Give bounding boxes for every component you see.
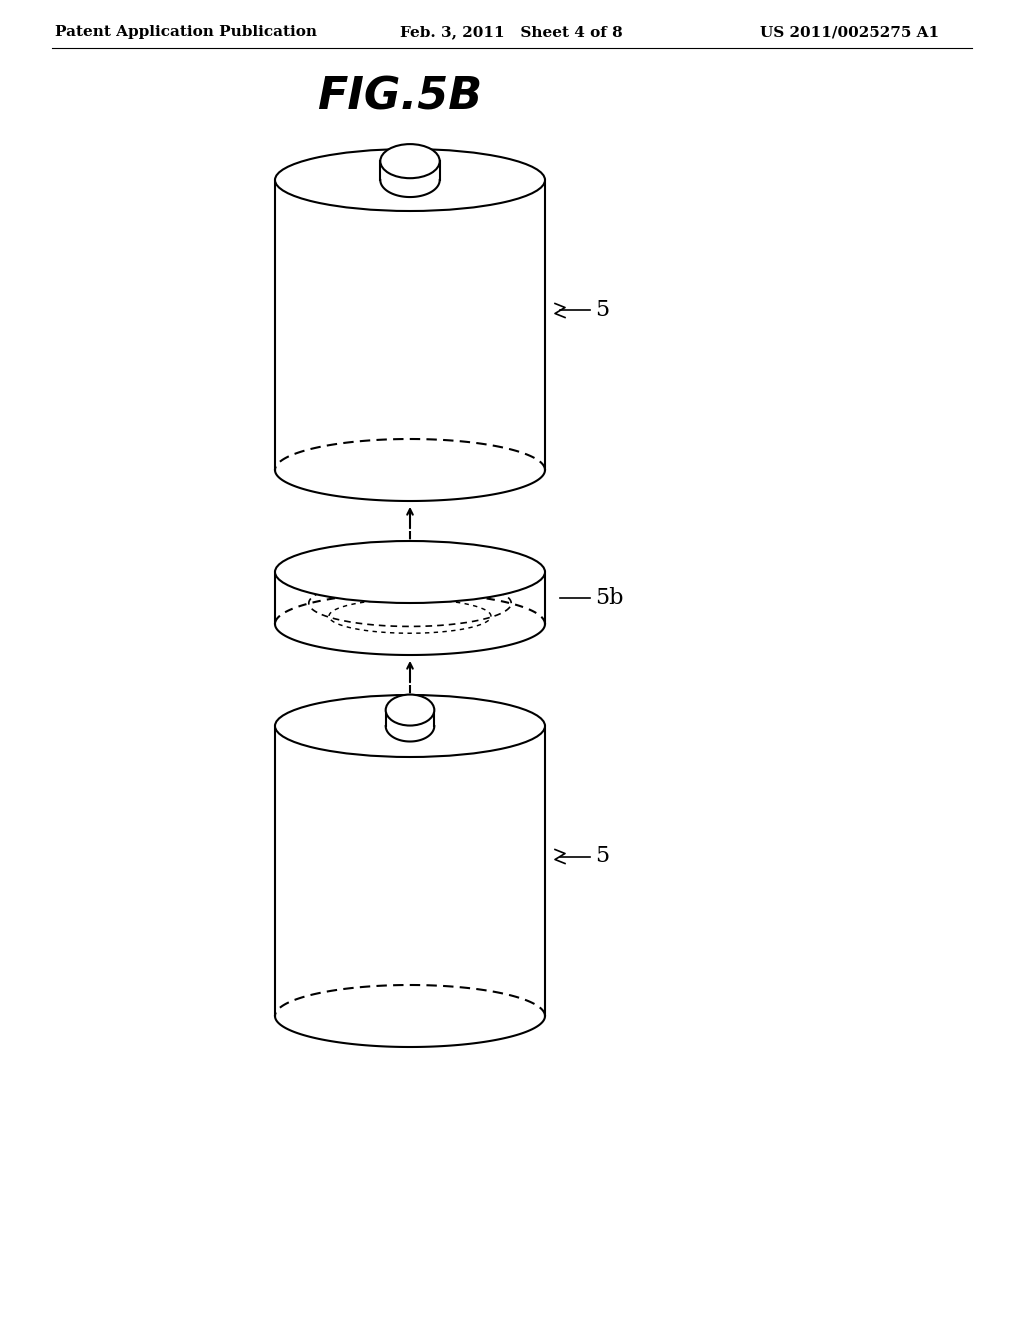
Text: Patent Application Publication: Patent Application Publication xyxy=(55,25,317,40)
Text: 5: 5 xyxy=(595,846,609,867)
Ellipse shape xyxy=(275,541,545,603)
Text: 5: 5 xyxy=(595,300,609,322)
Ellipse shape xyxy=(275,696,545,756)
Text: Feb. 3, 2011   Sheet 4 of 8: Feb. 3, 2011 Sheet 4 of 8 xyxy=(400,25,623,40)
Text: 5b: 5b xyxy=(595,587,624,609)
Text: US 2011/0025275 A1: US 2011/0025275 A1 xyxy=(760,25,939,40)
Ellipse shape xyxy=(275,149,545,211)
Text: FIG.5B: FIG.5B xyxy=(317,75,482,117)
Ellipse shape xyxy=(380,144,439,178)
Ellipse shape xyxy=(386,694,434,726)
